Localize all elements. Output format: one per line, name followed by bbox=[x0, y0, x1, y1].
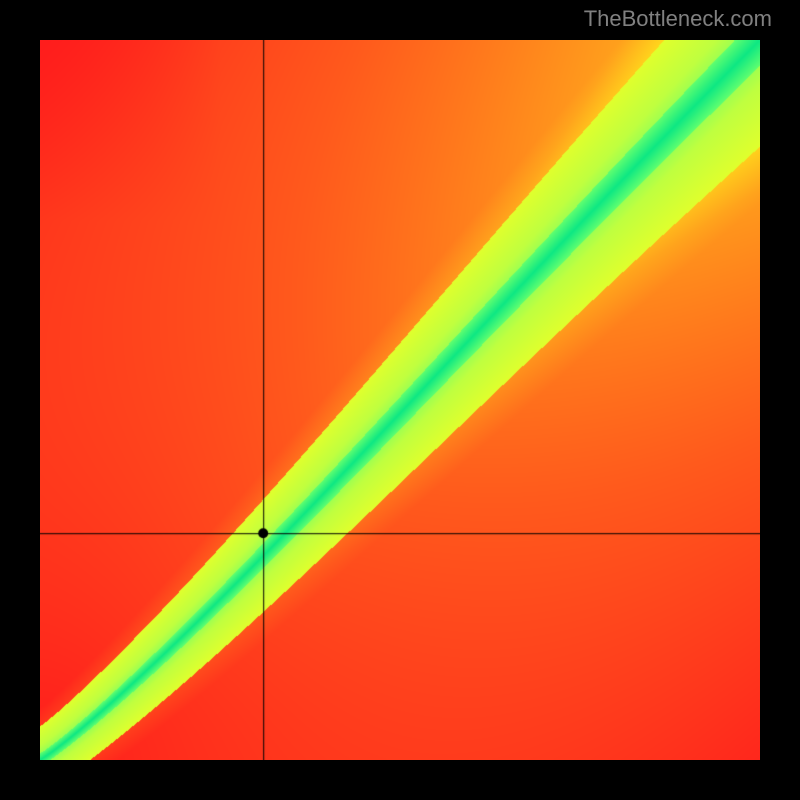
watermark-text: TheBottleneck.com bbox=[584, 6, 772, 32]
heatmap-canvas bbox=[40, 40, 760, 760]
bottleneck-heatmap bbox=[40, 40, 760, 760]
